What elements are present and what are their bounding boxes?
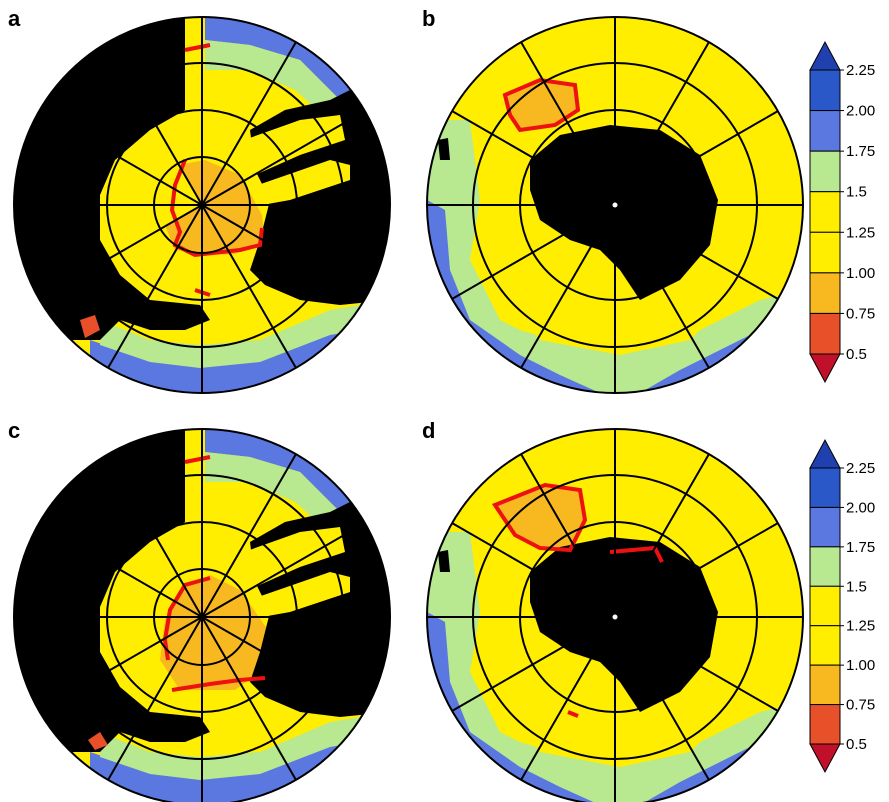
colorbar-top-tick-label: 2.25 (846, 62, 875, 79)
colorbar-bottom: 2.25 2.00 1.75 1.5 1.25 1.00 0.75 0.5 (809, 438, 875, 774)
colorbar-top-segment (809, 272, 841, 314)
yellow-strip-a2 (258, 160, 350, 205)
mask-c-left (14, 429, 210, 752)
orange-center-c (160, 575, 270, 690)
orange-patch-b (505, 80, 578, 130)
map-border-a (13, 16, 391, 394)
map-panel-c (13, 428, 391, 802)
colorbar-top-tick-label: 1.25 (846, 224, 875, 241)
panel-label-a: a (8, 6, 21, 31)
colorbar-bottom-segment (809, 585, 841, 627)
red-patch-c (88, 732, 108, 750)
colorbar-bottom-segment (809, 704, 841, 745)
contour-c2 (171, 676, 266, 692)
colorbar-top-segment (809, 69, 841, 112)
colorbar-bottom-segment (809, 664, 841, 706)
panel-label-c: c (8, 418, 20, 443)
colorbar-top-extend-min (809, 353, 841, 384)
colorbar-top: 2.25 2.00 1.75 1.5 1.25 1.00 0.75 0.5 (809, 40, 875, 384)
green-band-a-bottom (100, 300, 390, 368)
colorbar-bottom-tick-label: 0.5 (846, 736, 867, 753)
colorbar-top-segment (809, 231, 841, 274)
colorbar-bottom-tick-label: 1.5 (846, 578, 867, 595)
colorbar-bottom-segment (809, 625, 841, 666)
colorbar-top-tick-label: 2.00 (846, 103, 875, 120)
grid-a (14, 17, 390, 393)
colorbar-bottom-tick-label: 2.25 (846, 460, 875, 477)
pole-marker-d (611, 613, 619, 621)
colorbar-top-extend-max (809, 40, 841, 71)
mask-a-left (14, 17, 210, 340)
mask-d-edge (438, 550, 450, 572)
colorbar-top-segment (809, 150, 841, 193)
colorbar-top-segment (809, 191, 841, 233)
colorbar-top-tick-label: 1.00 (846, 265, 875, 282)
pole-marker-b (611, 201, 619, 209)
yellow-strip-c1 (230, 527, 345, 587)
panel-label-d: d (422, 418, 435, 443)
mask-d-center (530, 537, 718, 712)
map-panel-a (13, 16, 391, 394)
grid-c (14, 429, 390, 802)
yellow-strip-a1 (230, 115, 345, 175)
map-border-d (426, 428, 804, 802)
colorbar-top-tick-label: 1.75 (846, 143, 875, 160)
map-panel-d (426, 428, 804, 802)
map-panel-b (426, 16, 804, 394)
contour-c1 (162, 576, 211, 661)
colorbar-bottom-tick-label: 0.75 (846, 697, 875, 714)
colorbar-top-tick-label: 1.5 (846, 184, 867, 201)
colorbar-top-tick-label: 0.5 (846, 346, 867, 363)
colorbar-bottom-segment (809, 546, 841, 587)
colorbar-bottom-segment (809, 506, 841, 548)
colorbar-bottom-extend-max (809, 438, 841, 469)
colorbar-top-segment (809, 110, 841, 152)
contour-d3 (567, 710, 579, 718)
yellow-strip-c2 (258, 572, 350, 617)
mask-b-edge (438, 138, 450, 160)
mask-b-center (530, 125, 718, 300)
green-band-c-bottom (100, 712, 390, 780)
colorbar-top-tick-label: 0.75 (846, 305, 875, 322)
colorbar-bottom-tick-label: 1.75 (846, 539, 875, 556)
colorbar-bottom-extend-min (809, 743, 841, 774)
colorbar-bottom-tick-label: 1.00 (846, 657, 875, 674)
contour-c3 (184, 455, 211, 464)
orange-patch-d (495, 485, 585, 550)
contour-a2 (184, 43, 211, 52)
map-border-b (426, 16, 804, 394)
red-patch-a (80, 315, 100, 338)
contour-d1 (491, 482, 588, 553)
colorbar-bottom-segment (809, 467, 841, 508)
colorbar-bottom-tick-label: 2.00 (846, 499, 875, 516)
colorbar-bottom-tick-label: 1.25 (846, 618, 875, 635)
panel-label-b: b (422, 6, 435, 31)
colorbar-top-segment (809, 312, 841, 355)
map-border-c (13, 428, 391, 802)
